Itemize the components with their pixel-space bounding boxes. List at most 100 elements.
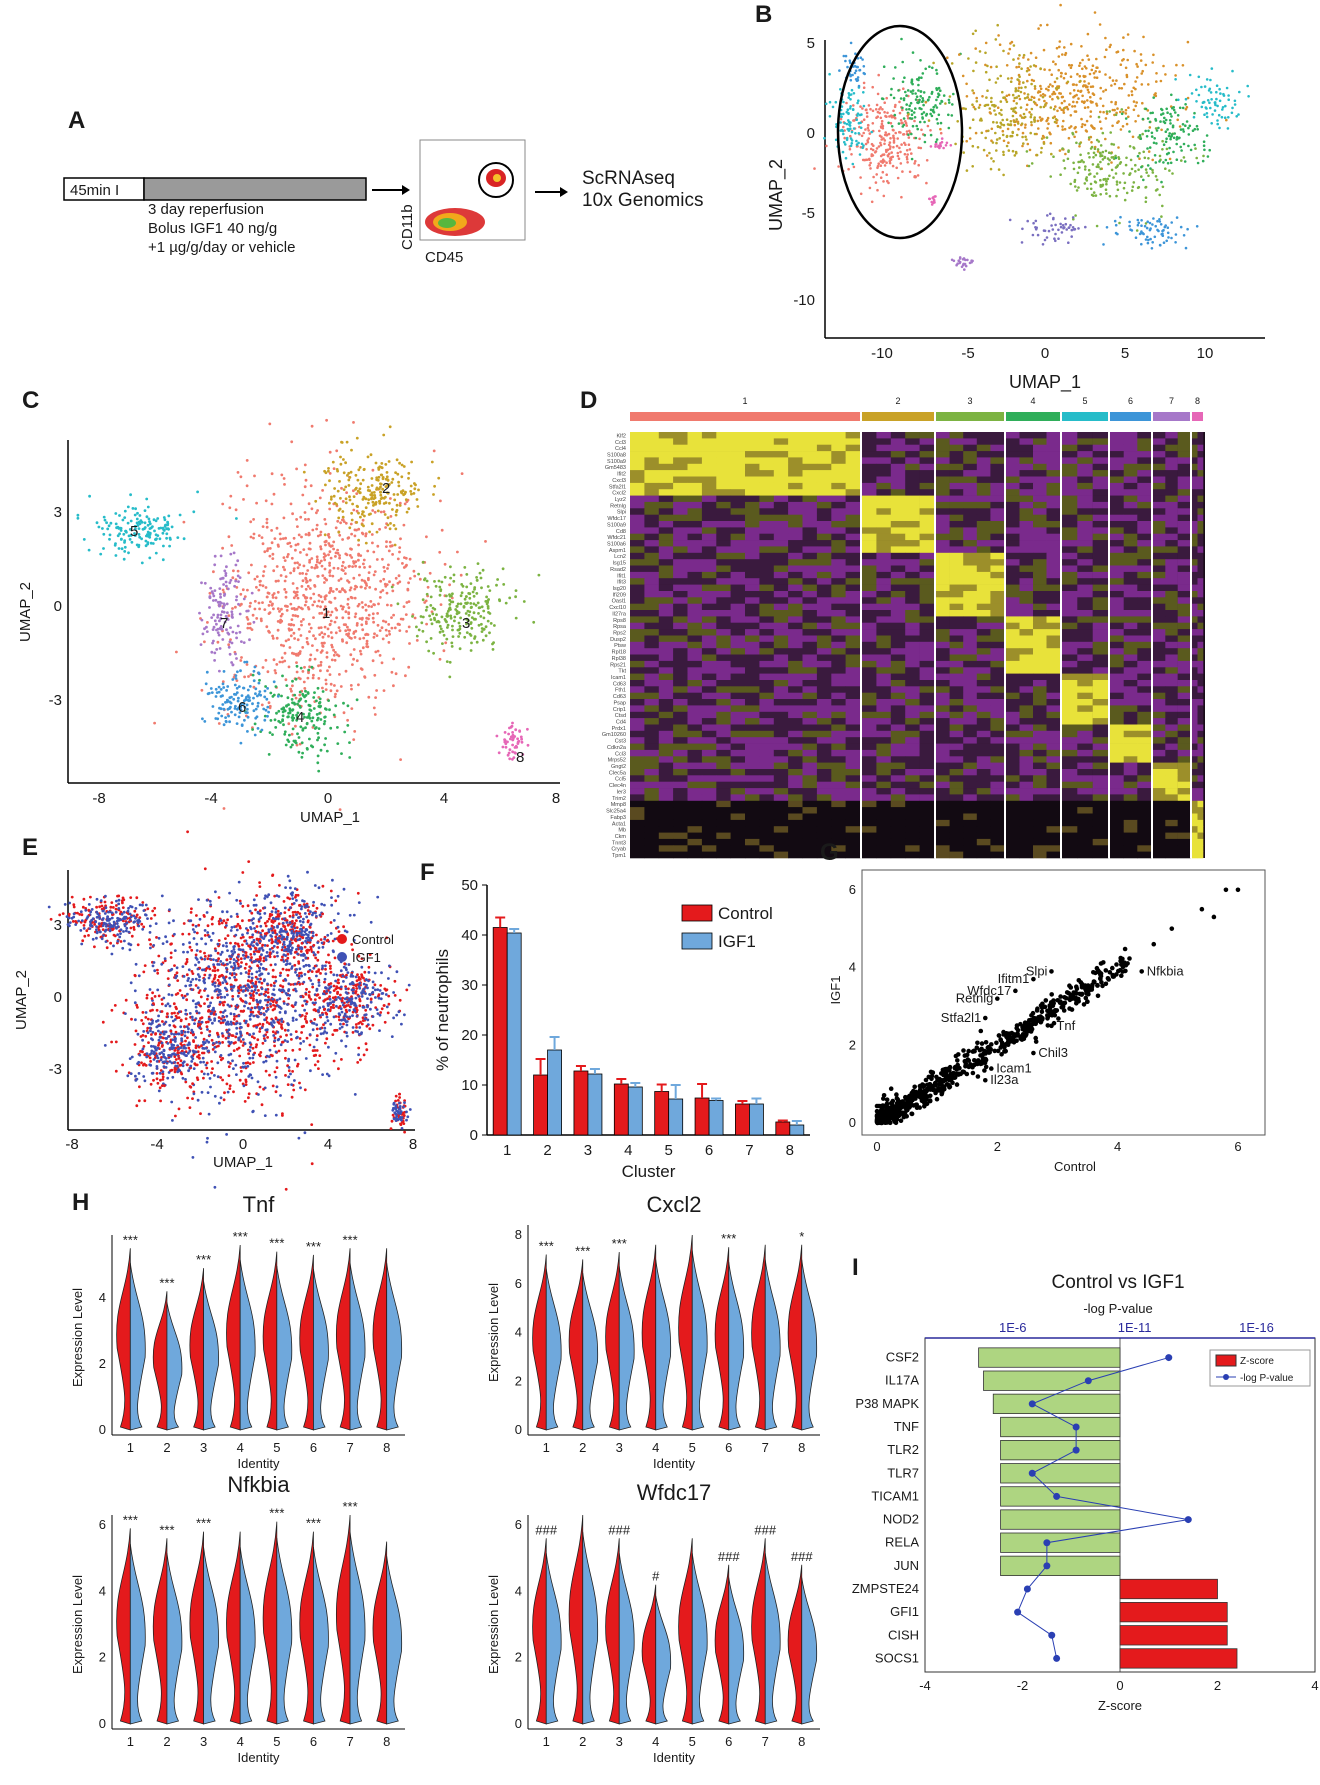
d-heat-cell — [1197, 584, 1204, 592]
b-cluster-orange-point — [1111, 124, 1114, 128]
b-cluster-olive-point — [975, 100, 979, 103]
c-cluster-1-point — [329, 586, 333, 590]
d-heat-cell — [936, 476, 950, 484]
c-cluster-7-point — [231, 630, 235, 634]
d-heat-cell — [816, 514, 832, 522]
d-heat-cell — [862, 457, 877, 465]
c-cluster-1-point — [290, 732, 294, 736]
c-cluster-7-point — [242, 597, 246, 601]
b-cluster-salmon-point — [865, 111, 869, 115]
d-heat-cell — [1033, 501, 1047, 509]
c-cluster-6-point — [257, 681, 261, 685]
b-cluster-cyan-point — [857, 141, 860, 145]
b-cluster-salmon-point — [907, 143, 911, 146]
c-cluster-1-point — [297, 533, 301, 537]
c-cluster-3-point — [459, 594, 463, 598]
b-cluster-salmon-point — [885, 173, 888, 176]
d-heat-cell — [876, 495, 892, 503]
c-cluster-1-point — [261, 525, 265, 528]
d-heat-cell — [673, 444, 688, 452]
d-heat-cell — [644, 476, 660, 484]
b-cluster-lightgreen-point — [1087, 136, 1091, 139]
c-cluster-4-point — [288, 711, 292, 715]
c-cluster-1-point — [308, 541, 312, 545]
b-cluster-lightgreen-point — [1045, 136, 1049, 139]
b-cluster-orange-point — [1059, 75, 1063, 78]
b-cluster-lightgreen-point — [1106, 177, 1110, 181]
d-heat-cell — [905, 571, 920, 579]
c-cluster-3-point — [390, 585, 394, 589]
c-cluster-7-point — [225, 628, 228, 632]
d-heat-cell — [716, 451, 731, 458]
d-heat-cell — [630, 540, 645, 547]
c-cluster-1-point — [255, 585, 258, 589]
b-cluster-orange-point — [1060, 101, 1064, 105]
b-cluster-salmon-point — [884, 114, 887, 118]
c-cluster-1-point — [258, 607, 261, 611]
d-heat-cell — [630, 482, 645, 490]
b-cluster-salmon-point — [889, 121, 893, 125]
b-cluster-olive-point — [986, 89, 989, 92]
c-cluster-1-point — [333, 658, 337, 662]
c-cluster-5-point — [163, 518, 167, 522]
d-heat-cell — [701, 444, 717, 452]
d-heat-cell — [1019, 546, 1034, 554]
d-heat-cell — [1046, 540, 1061, 547]
d-heat-cell — [1123, 578, 1138, 585]
b-cluster-green-point — [947, 113, 950, 117]
d-heat-cell — [862, 501, 877, 509]
c-cluster-3-point — [470, 641, 473, 645]
c-cluster-1-point — [361, 605, 365, 609]
c-cluster-7-point — [230, 661, 234, 664]
b-cluster-lightgreen-point — [1125, 156, 1128, 160]
c-cluster-2-point — [328, 501, 331, 505]
b-cluster-green2-point — [1144, 129, 1147, 133]
b-cluster-green-point — [937, 113, 941, 117]
d-heat-cell — [990, 457, 1005, 465]
b-cluster-orange-point — [1021, 131, 1025, 135]
c-cluster-1-point — [291, 512, 294, 516]
b-cluster-blue2-point — [1166, 226, 1170, 229]
b-cluster-orange-point — [1133, 49, 1136, 53]
c-cluster-1-point — [350, 637, 353, 640]
b-cluster-salmon-point — [880, 119, 884, 123]
d-heat-cell — [949, 578, 964, 585]
b-cluster-purple-point — [1043, 238, 1047, 242]
d-heat-cell — [788, 495, 803, 503]
c-cluster-1-point — [311, 528, 315, 532]
c-cluster-3-point — [434, 584, 438, 588]
d-heat-cell — [990, 482, 1005, 490]
d-heat-cell — [802, 559, 818, 566]
b-cluster-orange-point — [1073, 110, 1077, 113]
b-cluster-orange-point — [1028, 98, 1031, 101]
c-cluster-7-point — [212, 594, 216, 598]
d-heat-cell — [1177, 552, 1191, 560]
b-cluster-lightgreen-point — [1114, 154, 1117, 158]
c-cluster-4-point — [343, 730, 347, 734]
b-cluster-cyan2-point — [1215, 97, 1218, 101]
d-cluster-label-7: 7 — [1169, 396, 1174, 406]
d-heat-cell — [716, 463, 731, 471]
d-heat-cell — [1153, 444, 1166, 452]
c-cluster-1-point — [365, 639, 369, 643]
c-cluster-1-point — [352, 630, 356, 634]
d-heat-cell — [1123, 559, 1138, 566]
c-cluster-1-point — [295, 586, 299, 590]
b-cluster-salmon-point — [887, 181, 890, 185]
d-heat-cell — [1046, 489, 1061, 496]
c-cluster-3-point — [477, 612, 480, 615]
d-heat-cell — [1033, 578, 1047, 585]
c-cluster-6-point — [227, 707, 231, 710]
c-cluster-1-point — [321, 645, 325, 648]
b-cluster-pink-point — [929, 145, 933, 148]
b-cluster-cyan-point — [844, 156, 848, 160]
c-cluster-6-point — [225, 698, 229, 702]
c-cluster-1-point — [319, 595, 323, 599]
c-cluster-1-point — [372, 706, 376, 710]
d-heat-cell — [788, 470, 803, 477]
b-cluster-olive-point — [1001, 133, 1005, 137]
b-cluster-orange-point — [1164, 73, 1167, 76]
c-cluster-2-point — [357, 538, 360, 542]
d-heat-cell — [1092, 444, 1109, 452]
d-heat-cell — [816, 501, 832, 509]
